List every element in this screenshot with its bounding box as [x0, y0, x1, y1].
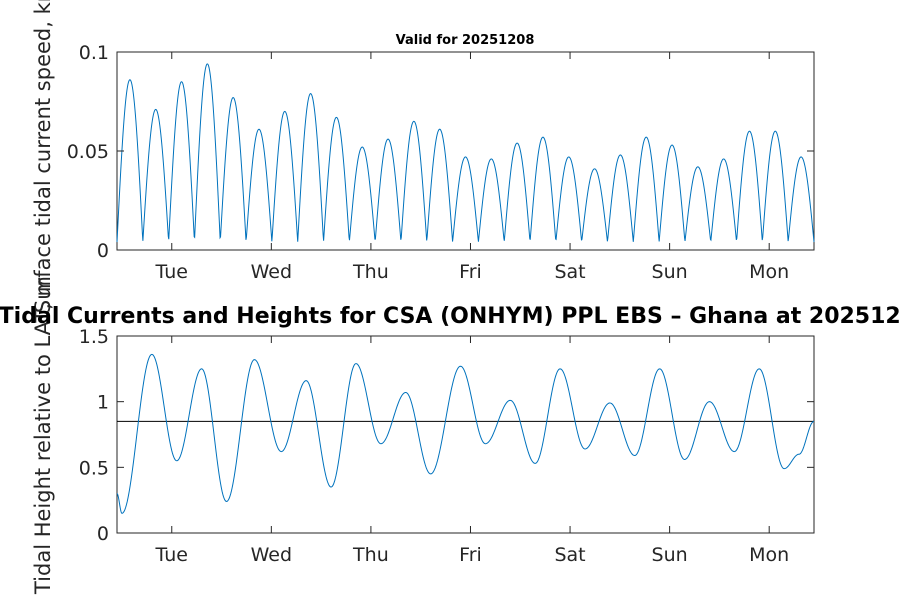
height-x-tick-label: Mon	[749, 544, 789, 566]
speed-x-tick-label: Fri	[459, 261, 482, 283]
speed-y-tick-label: 0.1	[79, 42, 109, 64]
speed-x-tick-label: Sun	[652, 261, 688, 283]
height-x-tick-label: Tue	[155, 544, 188, 566]
height-x-tick-label: Sun	[652, 544, 688, 566]
speed-chart: 0 0.05 0.1 Tue Wed Thu Fri Sat Sun Mon Valid for…	[31, 0, 815, 313]
height-y-ticks: 0 0.5 1 1.5	[79, 326, 814, 545]
speed-x-ticks: Tue Wed Thu Fri Sat Sun Mon	[155, 52, 789, 283]
height-y-tick-label: 0	[97, 523, 109, 545]
height-x-tick-label: Fri	[459, 544, 482, 566]
height-y-tick-label: 0.5	[79, 457, 109, 479]
speed-x-tick-label: Sat	[554, 261, 585, 283]
height-y-tick-label: 1.5	[79, 326, 109, 348]
speed-series-line	[116, 63, 815, 243]
height-chart: 0 0.5 1 1.5 Tue Wed Thu Fri Sat Sun Mon Tidal Hei…	[31, 276, 815, 595]
figure-main-title: Tidal Currents and Heights for CSA (ONHY…	[0, 304, 900, 329]
speed-y-axis-label: Surface tidal current speed, kn	[31, 0, 55, 313]
speed-x-tick-label: Thu	[352, 261, 389, 283]
speed-x-tick-label: Tue	[155, 261, 188, 283]
speed-chart-title: Valid for 20251208	[396, 33, 535, 48]
height-x-tick-label: Sat	[554, 544, 585, 566]
height-x-tick-label: Wed	[251, 544, 292, 566]
speed-x-tick-label: Wed	[251, 261, 292, 283]
height-y-tick-label: 1	[97, 392, 109, 414]
height-x-tick-label: Thu	[352, 544, 389, 566]
speed-x-tick-label: Mon	[749, 261, 789, 283]
height-y-axis-label: Tidal Height relative to LAT, m	[31, 276, 55, 595]
speed-y-ticks: 0 0.05 0.1	[67, 42, 814, 262]
speed-axes-frame	[116, 51, 815, 251]
height-x-ticks: Tue Wed Thu Fri Sat Sun Mon	[155, 336, 789, 566]
height-series-line	[116, 353, 815, 514]
speed-y-tick-label: 0	[97, 240, 109, 262]
speed-y-tick-label: 0.05	[67, 141, 109, 163]
height-axes-frame	[116, 335, 815, 534]
